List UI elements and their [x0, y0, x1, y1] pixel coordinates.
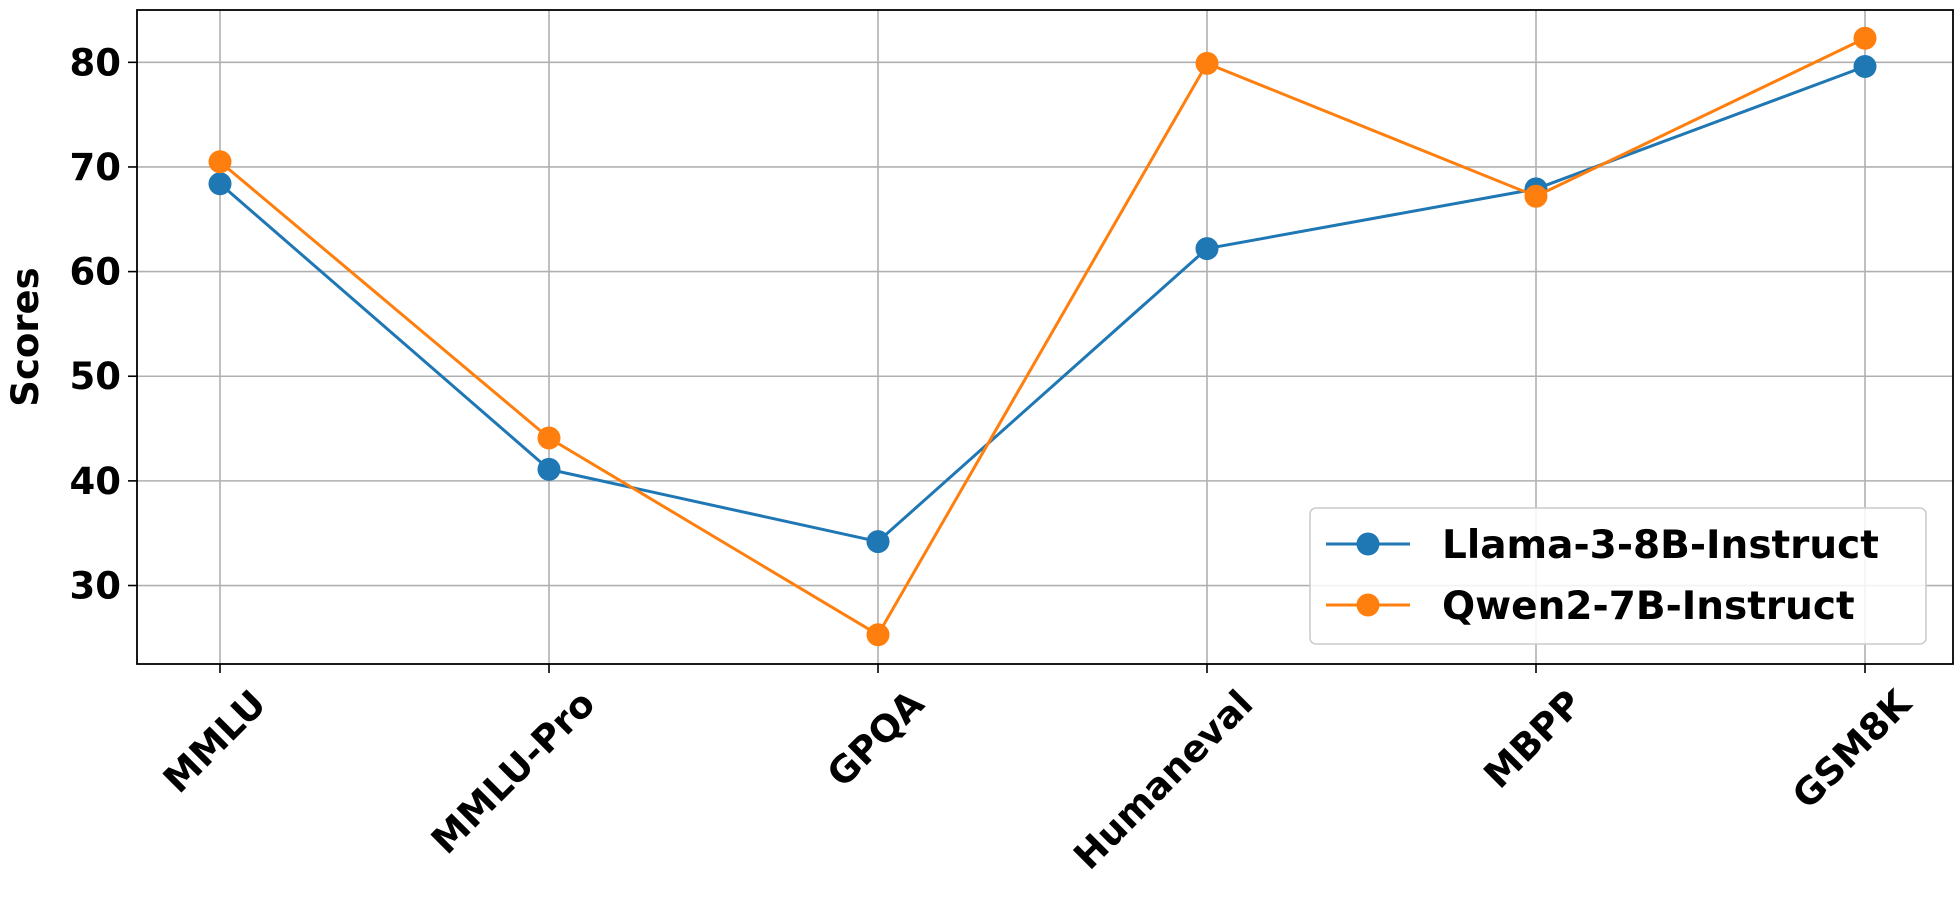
- legend-item: Qwen2-7B-Instruct: [1326, 584, 1855, 629]
- legend-swatch-marker: [1356, 593, 1380, 617]
- series-Llama-3-8B-Instruct: [208, 55, 1877, 554]
- data-point: [208, 172, 232, 196]
- data-point: [866, 623, 890, 647]
- x-tick-label: GPQA: [819, 682, 933, 796]
- series-line: [219, 65, 1866, 544]
- data-point: [1195, 237, 1219, 261]
- axes: [128, 9, 1954, 673]
- y-tick-label: 60: [70, 251, 122, 294]
- legend-label: Llama-3-8B-Instruct: [1442, 523, 1879, 568]
- y-tick-label: 30: [70, 565, 122, 608]
- grid: [137, 10, 1953, 664]
- legend-label: Qwen2-7B-Instruct: [1442, 584, 1855, 629]
- x-tick-label: MMLU: [155, 682, 274, 801]
- y-tick-label: 40: [70, 460, 122, 503]
- data-point: [1195, 51, 1219, 75]
- plot-frame: [136, 9, 1954, 665]
- series-layer: [208, 26, 1877, 647]
- data-point: [537, 426, 561, 450]
- data-point: [866, 530, 890, 554]
- data-point: [1524, 184, 1548, 208]
- y-axis-label: Scores: [4, 267, 47, 406]
- y-tick-label: 80: [70, 41, 122, 84]
- data-point: [1853, 26, 1877, 50]
- y-tick-label: 50: [70, 355, 122, 398]
- data-point: [537, 457, 561, 481]
- legend-item: Llama-3-8B-Instruct: [1326, 523, 1879, 568]
- x-tick-label: GSM8K: [1784, 681, 1920, 817]
- y-tick-label: 70: [70, 146, 122, 189]
- x-tick-label: MBPP: [1476, 682, 1591, 797]
- series-line: [219, 36, 1866, 637]
- legend: Llama-3-8B-Instruct Qwen2-7B-Instruct: [1309, 507, 1927, 645]
- series-Qwen2-7B-Instruct: [208, 26, 1877, 647]
- x-tick-label: MMLU-Pro: [423, 682, 603, 862]
- data-point: [1853, 55, 1877, 79]
- legend-box: [1309, 507, 1927, 645]
- x-tick-label: Humaneval: [1065, 682, 1261, 878]
- legend-swatch-marker: [1356, 532, 1380, 556]
- data-point: [208, 150, 232, 174]
